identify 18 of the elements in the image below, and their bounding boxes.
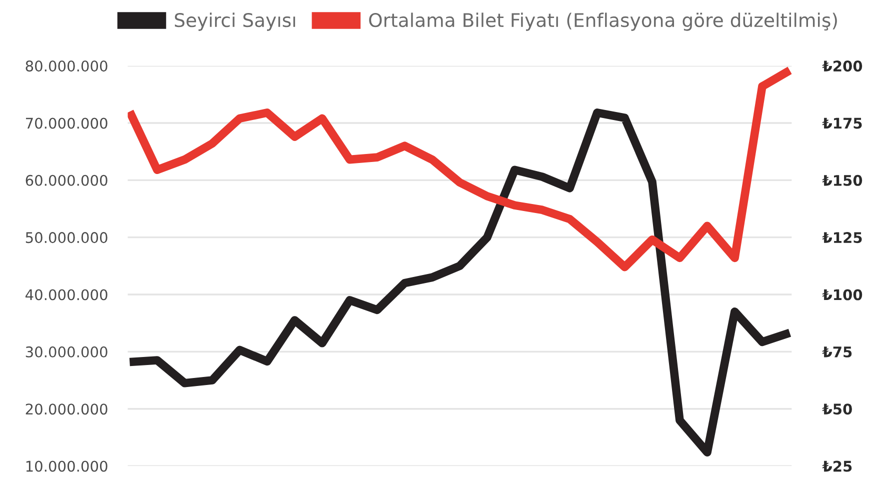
y2-tick-label: ₺75 [822, 346, 852, 358]
y-tick-label: 10.000.000 [26, 460, 108, 472]
y2-tick-label: ₺50 [822, 404, 852, 415]
y-tick-label: 20.000.000 [26, 404, 108, 415]
y2-tick-label: ₺150 [822, 174, 862, 186]
y-tick-label: 80.000.000 [26, 60, 108, 72]
y-tick-label: 70.000.000 [26, 118, 108, 129]
y-tick-label: 40.000.000 [26, 289, 108, 300]
y2-tick-label: ₺175 [822, 118, 862, 129]
y-tick-label: 30.000.000 [26, 346, 108, 358]
y-tick-label: 60.000.000 [26, 174, 108, 186]
y2-tick-label: ₺25 [822, 460, 852, 472]
y2-tick-label: ₺200 [822, 60, 862, 72]
legend-label: Seyirci Sayısı [174, 12, 296, 31]
y-tick-label: 50.000.000 [26, 232, 108, 244]
y2-tick-label: ₺125 [822, 232, 862, 244]
y2-tick-label: ₺100 [822, 289, 862, 300]
legend-label: Ortalama Bilet Fiyatı (Enflasyona göre düzeltilmiş) [369, 12, 837, 31]
